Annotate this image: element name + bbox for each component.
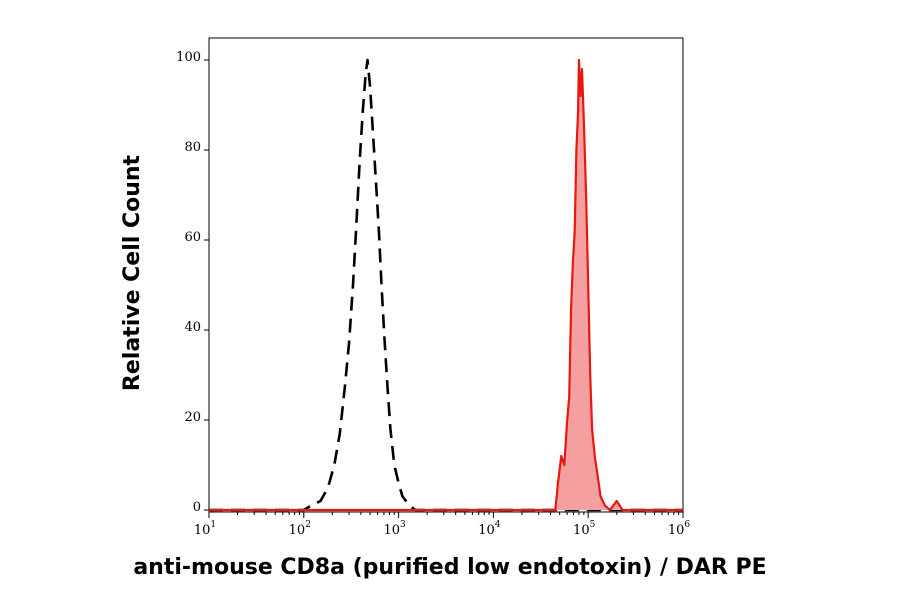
y-tick-label: 80 bbox=[184, 140, 201, 155]
y-tick-label: 60 bbox=[184, 230, 201, 245]
x-axis-title: anti-mouse CD8a (purified low endotoxin)… bbox=[133, 555, 766, 580]
y-tick-label: 0 bbox=[193, 500, 201, 515]
x-tick-label: 103 bbox=[383, 520, 406, 538]
y-axis-title: Relative Cell Count bbox=[120, 154, 145, 391]
y-tick-label: 40 bbox=[184, 320, 201, 335]
y-tick-label: 20 bbox=[184, 410, 201, 425]
y-tick-label: 100 bbox=[176, 50, 201, 65]
x-tick-label: 104 bbox=[478, 520, 501, 538]
x-axis-ticks: 101 102 103 104 105 106 bbox=[194, 512, 691, 538]
x-tick-label: 105 bbox=[573, 520, 596, 538]
series-1-line bbox=[209, 58, 683, 512]
x-tick-label: 106 bbox=[668, 520, 691, 538]
series-0-dashed-line bbox=[209, 58, 683, 512]
series-1-fill bbox=[209, 60, 683, 510]
plot-frame bbox=[208, 37, 684, 513]
series-layer bbox=[209, 58, 683, 512]
x-tick-label: 102 bbox=[289, 520, 311, 538]
x-tick-label: 101 bbox=[194, 520, 216, 538]
y-axis-ticks: 0 20 40 60 80 100 bbox=[176, 50, 209, 515]
